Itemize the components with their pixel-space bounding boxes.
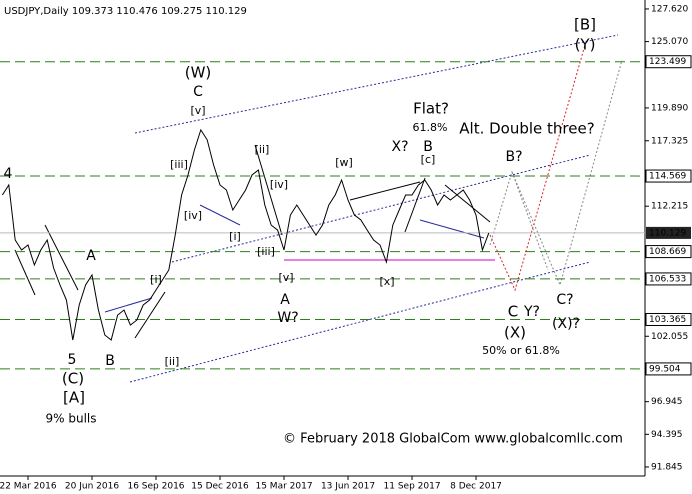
annotation: [i] [150, 273, 162, 286]
annotation: B [105, 353, 115, 369]
y-tick-label: 91.845 [651, 462, 683, 472]
trend-line [349, 181, 421, 201]
annotation: [i] [229, 230, 241, 243]
annotation: (X) [504, 324, 526, 342]
level-label: 123.499 [649, 57, 686, 67]
trend-line [254, 144, 283, 236]
projection [511, 171, 549, 271]
annotation: [w] [335, 156, 353, 169]
x-tick-label: 8 Dec 2017 [450, 482, 502, 492]
trend-line [134, 291, 166, 339]
y-tick-label: 125.070 [651, 37, 688, 47]
annotation: Alt. Double three? [459, 120, 594, 138]
level-box [645, 312, 692, 326]
level-box [645, 55, 692, 69]
annotation: X? [391, 139, 408, 155]
annotation: B [423, 139, 433, 155]
annotation: (Y) [575, 36, 596, 54]
annotation: W? [277, 310, 298, 326]
annotation: [ii] [255, 143, 270, 156]
annotation: [iv] [270, 178, 288, 191]
annotation: [iv] [184, 209, 202, 222]
y-tick-label: 112.215 [651, 202, 688, 212]
y-tick-label: 94.395 [651, 430, 683, 440]
annotation: [ii] [165, 355, 180, 368]
wave-lines [14, 34, 623, 383]
annotation: [v] [190, 104, 205, 117]
annotation: [c] [421, 153, 436, 166]
x-tick-label: 15 Mar 2017 [255, 482, 312, 492]
annotation: C? [556, 292, 573, 308]
level-label: 114.569 [649, 172, 686, 182]
current-label: 110.129 [649, 228, 686, 238]
annotation: 61.8% [413, 121, 448, 134]
annotation: Flat? [413, 100, 449, 118]
annotation: (C) [62, 370, 84, 388]
annotation: A [280, 292, 290, 308]
level-box [645, 245, 692, 259]
annotation: C [193, 84, 203, 100]
current-box [646, 226, 691, 239]
trend-line [404, 177, 426, 233]
annotation: (W) [185, 64, 212, 82]
annotation: [A] [63, 389, 85, 407]
chart-title: USDJPY,Daily 109.373 110.476 109.275 110… [4, 6, 247, 17]
annotation: C [508, 303, 518, 321]
annotation: 9% bulls [46, 412, 97, 426]
y-tick-label: 119.890 [651, 103, 688, 113]
annotation: [iii] [170, 158, 188, 171]
x-tick-label: 20 Jun 2016 [65, 482, 119, 492]
annotation: 5 [68, 352, 77, 368]
annotation: © February 2018 GlobalCom www.globalcoml… [283, 432, 623, 447]
y-tick-label: 127.620 [651, 4, 688, 14]
y-tick-label: 117.325 [651, 136, 688, 146]
projection [489, 44, 586, 292]
x-tick-label: 15 Dec 2016 [191, 482, 249, 492]
level-box [645, 362, 692, 376]
annotation: Y? [523, 304, 540, 320]
level-box [645, 272, 692, 286]
annotation: [v] [278, 271, 293, 284]
trend-line [44, 224, 79, 291]
level-label: 99.504 [649, 364, 681, 374]
annotation: [iii] [257, 245, 275, 258]
x-tick-label: 16 Sep 2016 [127, 482, 184, 492]
y-tick-label: 96.945 [651, 397, 683, 407]
annotation: [x] [379, 275, 394, 288]
channel-line [129, 261, 591, 383]
projection [489, 59, 623, 287]
level-label: 106.533 [649, 274, 686, 284]
annotation: (X)? [552, 316, 580, 332]
trend-line [419, 219, 485, 239]
y-tick-label: 102.055 [651, 332, 688, 342]
trend-line [14, 249, 36, 296]
level-box [645, 169, 692, 183]
level-label: 103.365 [649, 315, 686, 325]
trend-line [199, 204, 241, 226]
x-tick-label: 13 Jun 2017 [321, 482, 375, 492]
x-tick-label: 11 Sep 2017 [384, 482, 441, 492]
annotation: B? [505, 149, 522, 165]
annotation: 50% or 61.8% [482, 344, 560, 357]
x-tick-label: 22 Mar 2016 [0, 482, 57, 492]
trend-line [104, 297, 153, 313]
trend-line [444, 184, 491, 223]
level-label: 108.669 [649, 247, 686, 257]
annotation: A [86, 248, 96, 264]
annotation: [B] [574, 16, 596, 34]
price-line [1, 128, 490, 341]
annotation: 4 [4, 166, 13, 182]
